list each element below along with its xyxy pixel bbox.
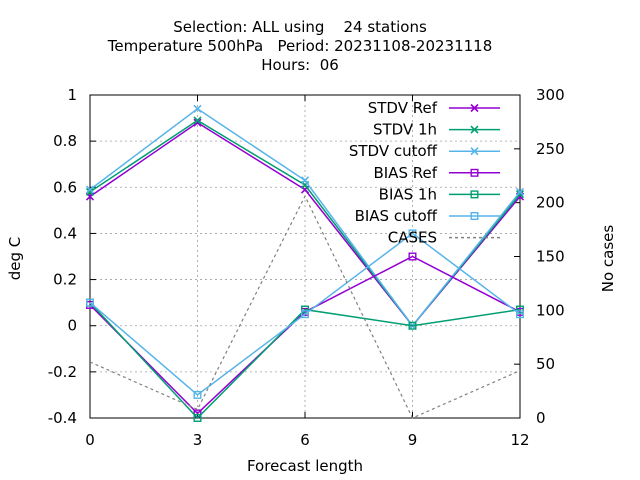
y2-tick-label: 300: [536, 86, 565, 104]
y-axis-label: deg C: [6, 237, 24, 281]
data-point-stdv-cutoff: [193, 104, 202, 113]
data-point-bias-1h: [516, 305, 525, 314]
series-line-bias-1h: [89, 302, 521, 420]
legend-label-stdv-ref: STDV Ref: [368, 99, 438, 117]
y-tick-label: 0: [67, 317, 77, 335]
chart-title-line-3: Hours: 06: [261, 56, 339, 74]
chart-title-line-1: Selection: ALL using 24 stations: [173, 18, 427, 36]
data-point-bias-cutoff: [85, 298, 94, 307]
y-tick-label: -0.4: [48, 409, 77, 427]
y-tick-label: 0.6: [53, 178, 77, 196]
y2-tick-label: 50: [536, 355, 555, 373]
legend-label-stdv-1h: STDV 1h: [373, 121, 437, 139]
data-point-bias-1h: [301, 305, 310, 314]
y-tick-label: 0.8: [53, 132, 77, 150]
legend-marker-bias-cutoff: [470, 211, 479, 220]
data-point-bias-cutoff: [301, 310, 310, 319]
y2-tick-label: 200: [536, 194, 565, 212]
series-line-cases: [89, 194, 521, 419]
legend-label-cases: CASES: [388, 229, 437, 247]
y2-tick-label: 0: [536, 409, 546, 427]
legend-label-stdv-cutoff: STDV cutoff: [349, 142, 438, 160]
data-point-stdv-1h: [85, 187, 95, 196]
y2-axis-label: No cases: [599, 225, 617, 293]
x-tick-label: 0: [85, 431, 95, 449]
chart-title-line-2: Temperature 500hPa Period: 20231108-2023…: [107, 37, 493, 55]
y-tick-label: 0.2: [53, 271, 77, 289]
data-point-bias-1h: [408, 321, 417, 330]
x-tick-label: 9: [408, 431, 418, 449]
x-tick-label: 3: [193, 431, 203, 449]
data-point-bias-cutoff: [516, 310, 525, 319]
x-tick-label: 6: [300, 431, 310, 449]
data-point-stdv-cutoff: [515, 187, 525, 196]
data-point-bias-ref: [408, 252, 417, 261]
data-point-stdv-cutoff: [300, 176, 310, 185]
legend-marker-stdv-cutoff: [470, 147, 479, 156]
data-point-stdv-ref: [193, 118, 202, 127]
data-point-stdv-1h: [193, 116, 202, 125]
x-axis-label: Forecast length: [247, 457, 363, 475]
legend-marker-stdv-ref: [470, 103, 479, 113]
legend-label-bias-ref: BIAS Ref: [373, 164, 437, 182]
legend-marker-bias-1h: [470, 190, 479, 199]
legend-marker-stdv-1h: [470, 125, 479, 134]
y-tick-label: -0.2: [48, 363, 77, 381]
legend-marker-bias-ref: [470, 168, 479, 177]
x-tick-label: 12: [510, 431, 529, 449]
y-tick-label: 0.4: [53, 224, 77, 242]
series-line-bias-ref: [89, 255, 521, 415]
data-point-stdv-cutoff: [85, 185, 95, 194]
legend-label-bias-cutoff: BIAS cutoff: [355, 207, 438, 225]
data-point-bias-cutoff: [408, 229, 417, 238]
y2-tick-label: 150: [536, 248, 565, 266]
data-point-bias-1h: [193, 414, 202, 423]
y2-tick-label: 100: [536, 301, 565, 319]
data-point-stdv-1h: [515, 190, 525, 199]
legend-label-bias-1h: BIAS 1h: [379, 185, 437, 203]
y2-tick-label: 250: [536, 140, 565, 158]
series-line-bias-cutoff: [89, 232, 521, 396]
data-point-bias-cutoff: [193, 390, 202, 399]
y-tick-label: 1: [67, 86, 77, 104]
